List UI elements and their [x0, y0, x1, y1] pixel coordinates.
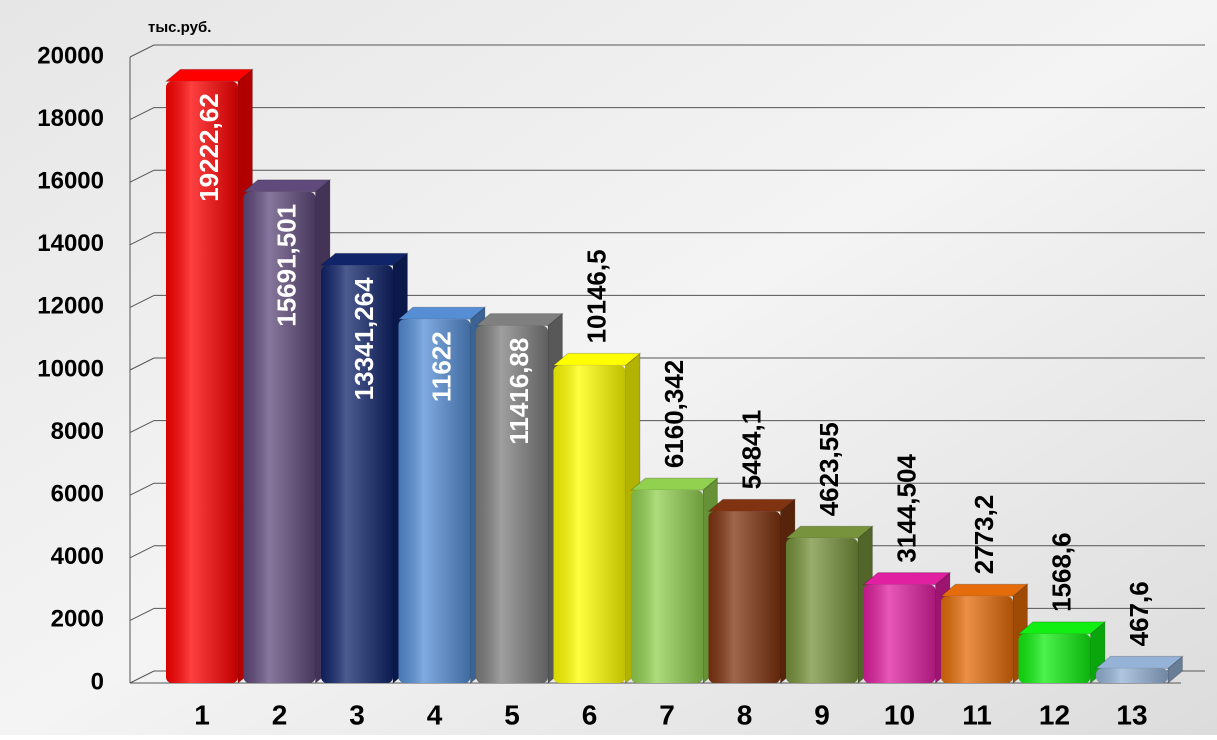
x-tick-label: 5	[504, 699, 520, 730]
grid-line-slant	[129, 107, 155, 121]
y-tick-label: 20000	[37, 42, 104, 69]
bar-shine	[786, 538, 858, 683]
bar-shine	[243, 191, 316, 683]
grid-line-slant	[129, 670, 155, 684]
x-tick-label: 6	[582, 699, 598, 730]
grid-line-slant	[129, 482, 155, 496]
x-tick-label: 13	[1116, 699, 1147, 730]
y-tick-label: 16000	[37, 168, 104, 195]
y-tick-label: 8000	[51, 418, 104, 445]
bar-shine	[1096, 668, 1168, 683]
x-tick-label: 2	[272, 699, 288, 730]
bar-top	[474, 313, 564, 327]
x-tick-label: 1	[194, 699, 210, 730]
value-label: 15691,501	[271, 204, 301, 327]
x-tick-label: 10	[884, 699, 915, 730]
bar-shine	[941, 596, 1013, 683]
bar-top	[862, 572, 952, 586]
bar-shine	[863, 584, 936, 683]
value-label: 1568,6	[1046, 532, 1076, 612]
grid-line-slant	[129, 420, 155, 434]
y-tick-label: 6000	[51, 481, 104, 508]
bar-top	[629, 477, 719, 491]
grid-line-slant	[129, 294, 155, 308]
value-label: 11622	[426, 331, 456, 402]
value-label: 11416,88	[504, 338, 534, 445]
value-label: 467,6	[1124, 581, 1154, 646]
x-tick-label: 7	[659, 699, 675, 730]
value-label: 6160,342	[659, 360, 689, 468]
bar-top	[552, 352, 642, 366]
bar-shine	[476, 325, 548, 683]
unit-label: тыс.руб.	[148, 19, 211, 36]
bar-shine	[708, 511, 781, 683]
bar-top	[164, 68, 254, 82]
bar-shine	[631, 490, 703, 683]
bar-top	[939, 583, 1029, 597]
bar-shine	[1018, 633, 1091, 683]
x-tick-label: 9	[814, 699, 830, 730]
bar-top	[397, 306, 487, 320]
bar-top	[707, 498, 797, 512]
x-tick-label: 8	[737, 699, 753, 730]
x-tick-label: 11	[962, 699, 992, 730]
grid-line-slant	[129, 545, 155, 559]
y-tick-label: 14000	[37, 230, 104, 257]
y-tick-label: 18000	[37, 105, 104, 132]
bar-shine	[321, 265, 393, 683]
x-tick-label: 12	[1039, 699, 1070, 730]
grid-line-slant	[129, 232, 155, 246]
bar-side-shade	[1168, 656, 1183, 683]
grid-line-slant	[129, 44, 155, 58]
bar-shine	[398, 319, 471, 683]
grid-line-slant	[129, 607, 155, 621]
y-tick-label: 10000	[37, 355, 104, 382]
bar-top	[242, 179, 332, 193]
bar-shine	[166, 81, 238, 684]
y-tick-label: 0	[91, 668, 104, 695]
y-tick-label: 2000	[51, 606, 104, 633]
bar-shine	[553, 365, 626, 683]
value-label: 2773,2	[969, 495, 999, 575]
value-label: 19222,62	[194, 93, 224, 201]
bar-top	[1017, 621, 1107, 635]
value-label: 13341,264	[349, 277, 379, 400]
x-tick-label: 3	[349, 699, 365, 730]
bar-top	[1094, 655, 1184, 669]
value-label: 5484,1	[736, 410, 766, 490]
bar-top	[319, 252, 409, 266]
bar-top	[784, 525, 874, 539]
value-label: 10146,5	[581, 249, 611, 343]
y-tick-label: 12000	[37, 293, 104, 320]
grid-line-slant	[129, 169, 155, 183]
value-label: 4623,55	[814, 422, 844, 516]
value-label: 3144,504	[891, 454, 921, 563]
y-tick-label: 4000	[51, 543, 104, 570]
grid-line-slant	[129, 357, 155, 371]
x-tick-label: 4	[427, 699, 443, 730]
